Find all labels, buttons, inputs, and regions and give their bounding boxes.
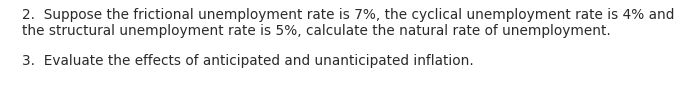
Text: 2.  Suppose the frictional unemployment rate is 7%, the cyclical unemployment ra: 2. Suppose the frictional unemployment r… (22, 8, 674, 22)
Text: 3.  Evaluate the effects of anticipated and unanticipated inflation.: 3. Evaluate the effects of anticipated a… (22, 54, 474, 68)
Text: the structural unemployment rate is 5%, calculate the natural rate of unemployme: the structural unemployment rate is 5%, … (22, 24, 610, 38)
